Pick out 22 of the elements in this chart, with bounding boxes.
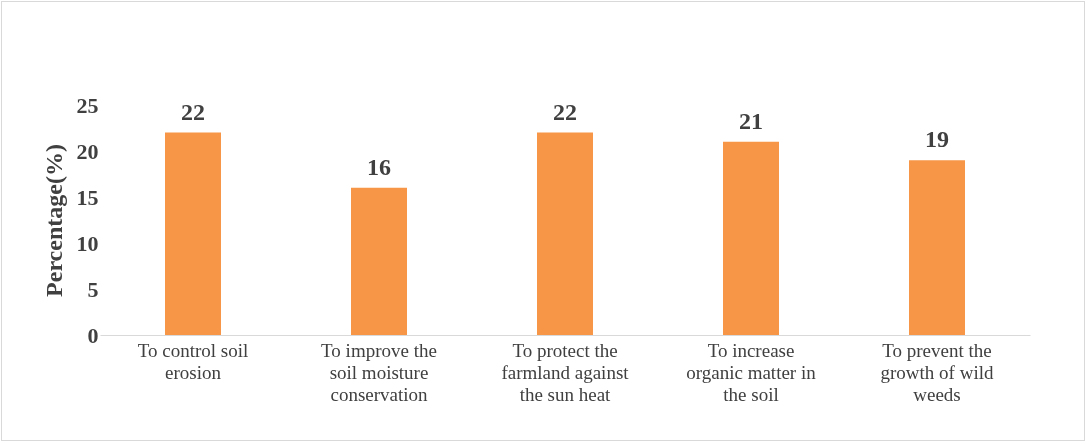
x-tick-label: To improve the soil moisture conservation	[321, 339, 437, 405]
bar	[909, 160, 965, 335]
bar	[537, 132, 593, 335]
x-tick-label: To control soil erosion	[137, 339, 249, 383]
x-tick-label: To increase organic matter in the soil	[686, 339, 817, 405]
data-label: 19	[925, 126, 949, 153]
bar	[723, 141, 779, 335]
data-label: 21	[739, 107, 763, 134]
y-tick-label: 20	[76, 138, 99, 164]
y-tick-label: 5	[87, 276, 99, 302]
x-tick-label: To prevent the growth of wild weeds	[880, 339, 994, 405]
bar	[165, 132, 221, 335]
data-label: 22	[553, 98, 577, 125]
y-tick-label: 10	[76, 230, 99, 256]
data-label: 22	[181, 98, 205, 125]
y-tick-label: 15	[76, 184, 99, 210]
data-label: 16	[367, 153, 391, 180]
x-tick-label: To protect the farmland against the sun heat	[501, 339, 630, 405]
bar	[351, 187, 407, 335]
y-axis-title: Percentage(%)	[40, 144, 67, 297]
y-tick-label: 0	[87, 322, 99, 348]
y-tick-label: 25	[76, 92, 99, 118]
